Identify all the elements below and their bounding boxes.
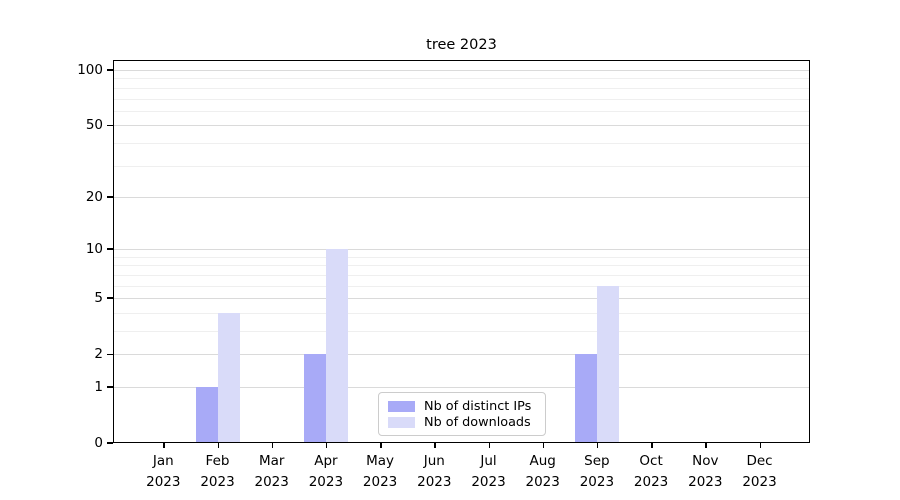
bar-downloads-sep [596, 285, 619, 443]
x-tick-month: Jan [152, 453, 174, 469]
x-tick-2 [271, 443, 274, 448]
gridline-minor-9 [114, 256, 809, 258]
x-tick-label-dec: Dec 2023 [725, 451, 795, 493]
y-tick-20 [107, 196, 113, 198]
x-tick-11 [759, 443, 761, 448]
x-tick-year: 2023 [633, 474, 669, 490]
x-tick-year: 2023 [579, 474, 615, 490]
gridline-major-5 [114, 298, 809, 300]
x-tick-year: 2023 [200, 474, 235, 490]
gridline-major-1 [114, 387, 809, 388]
gridline-minor-90 [114, 78, 809, 80]
x-tick-label-sep: Sep 2023 [562, 451, 632, 493]
legend-item-downloads: Nb of downloads [388, 415, 536, 430]
x-tick-month: Jun [423, 453, 445, 469]
x-tick-label-mar: Mar 2023 [237, 451, 307, 493]
x-tick-7 [542, 443, 545, 448]
gridline-major-50 [114, 125, 809, 127]
x-tick-1 [217, 443, 219, 448]
x-tick-label-jun: Jun 2023 [399, 451, 469, 493]
x-tick-year: 2023 [417, 474, 452, 490]
x-tick-month: Mar [258, 453, 285, 469]
x-tick-9 [651, 443, 653, 448]
gridline-minor-40 [114, 142, 809, 144]
gridline-minor-6 [114, 285, 809, 287]
y-tick-label-50: 50 [85, 117, 103, 134]
x-tick-label-oct: Oct 2023 [616, 451, 686, 493]
x-tick-8 [596, 443, 599, 448]
x-tick-month: Oct [639, 453, 663, 469]
y-tick-label-2: 2 [94, 346, 103, 363]
x-tick-month: Dec [746, 453, 773, 469]
x-tick-label-may: May 2023 [345, 451, 415, 493]
x-tick-label-feb: Feb 2023 [183, 451, 253, 493]
gridline-major-100 [114, 70, 809, 71]
x-tick-month: Feb [205, 453, 230, 469]
x-tick-6 [488, 443, 490, 448]
y-tick-5 [107, 297, 113, 299]
x-tick-year: 2023 [742, 474, 777, 490]
y-tick-label-1: 1 [94, 379, 103, 395]
y-tick-label-10: 10 [85, 241, 103, 258]
x-tick-5 [434, 443, 436, 448]
y-tick-50 [107, 124, 113, 126]
y-tick-label-20: 20 [85, 188, 103, 205]
x-tick-year: 2023 [308, 474, 344, 490]
y-tick-label-100: 100 [77, 62, 103, 78]
gridline-minor-70 [114, 98, 809, 100]
x-tick-month: Nov [692, 453, 719, 469]
bar-distinct-ips-apr [303, 354, 326, 443]
gridline-minor-80 [114, 87, 809, 89]
y-tick-label-0: 0 [94, 435, 103, 451]
x-tick-label-jul: Jul 2023 [454, 451, 524, 493]
x-tick-3 [325, 443, 328, 448]
x-tick-month: Jul [480, 453, 497, 469]
x-tick-month: May [366, 453, 395, 469]
x-tick-year: 2023 [471, 474, 506, 490]
x-tick-year: 2023 [362, 474, 398, 490]
x-tick-10 [705, 443, 707, 448]
x-tick-label-jan: Jan 2023 [128, 451, 198, 493]
bar-downloads-apr [325, 249, 348, 443]
bar-distinct-ips-feb [195, 387, 218, 443]
legend-swatch-distinct-ips [388, 400, 415, 412]
y-tick-2 [107, 353, 113, 355]
bar-distinct-ips-sep [574, 354, 597, 443]
y-tick-1 [107, 386, 113, 388]
x-tick-year: 2023 [525, 474, 560, 490]
legend: Nb of distinct IPs Nb of downloads [378, 392, 546, 436]
x-tick-label-nov: Nov 2023 [670, 451, 740, 493]
gridline-minor-30 [114, 165, 809, 167]
x-tick-0 [163, 443, 165, 448]
legend-label-downloads: Nb of downloads [424, 414, 531, 430]
x-tick-month: Sep [584, 453, 610, 469]
gridline-major-20 [114, 196, 809, 198]
bar-downloads-feb [217, 312, 240, 443]
y-tick-0 [107, 442, 113, 444]
x-tick-4 [380, 443, 382, 448]
x-tick-label-aug: Aug 2023 [508, 451, 578, 493]
gridline-minor-8 [114, 265, 809, 267]
x-tick-year: 2023 [146, 474, 181, 490]
legend-swatch-downloads [388, 416, 415, 428]
x-tick-label-apr: Apr 2023 [291, 451, 361, 493]
gridline-major-2 [114, 354, 809, 356]
gridline-minor-7 [114, 274, 809, 276]
x-tick-month: Apr [314, 453, 338, 469]
gridline-minor-60 [114, 110, 809, 112]
x-tick-year: 2023 [688, 474, 723, 490]
chart-title: tree 2023 [426, 37, 497, 53]
y-tick-100 [107, 69, 113, 71]
gridline-minor-4 [114, 312, 809, 314]
legend-label-distinct-ips: Nb of distinct IPs [424, 398, 532, 414]
legend-item-distinct-ips: Nb of distinct IPs [388, 399, 536, 414]
y-tick-label-5: 5 [94, 290, 103, 307]
gridline-major-10 [114, 249, 809, 251]
y-tick-10 [107, 248, 113, 250]
x-tick-year: 2023 [254, 474, 289, 490]
x-tick-month: Aug [529, 453, 556, 469]
gridline-minor-3 [114, 331, 809, 332]
